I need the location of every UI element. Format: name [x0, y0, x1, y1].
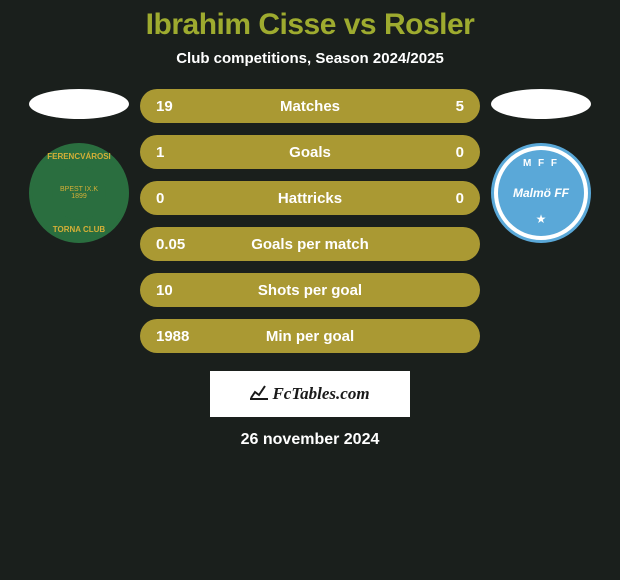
stat-left: 0: [156, 190, 196, 207]
stat-label: Goals per match: [251, 236, 369, 253]
date-text: 26 november 2024: [0, 431, 620, 449]
club-text-bot: TORNA CLUB: [53, 225, 105, 234]
club-name-text: Malmö FF: [513, 186, 569, 200]
club-badge-inner: BPEST IX.K 1899: [52, 166, 106, 220]
stat-row: 0.05 Goals per match: [140, 227, 480, 261]
player-photo-placeholder-right: [491, 89, 591, 119]
player-photo-placeholder-left: [29, 89, 129, 119]
content-row: FERENCVÁROSI BPEST IX.K 1899 TORNA CLUB …: [0, 89, 620, 353]
brand-text: FcTables.com: [272, 384, 369, 404]
brand-logo[interactable]: FcTables.com: [210, 371, 410, 417]
club-year: 1899: [71, 193, 87, 200]
stat-left: 1988: [156, 328, 196, 345]
page-title: Ibrahim Cisse vs Rosler: [0, 8, 620, 42]
stat-row: 1988 Min per goal: [140, 319, 480, 353]
stats-column: 19 Matches 5 1 Goals 0 0 Hattricks 0 0.0…: [140, 89, 480, 353]
club-inner-text: BPEST IX.K: [60, 186, 98, 193]
stat-label: Goals: [289, 144, 331, 161]
stat-row: 1 Goals 0: [140, 135, 480, 169]
club-text-top: FERENCVÁROSI: [47, 152, 111, 161]
stat-left: 19: [156, 98, 196, 115]
stat-left: 10: [156, 282, 196, 299]
stat-right: 5: [424, 98, 464, 115]
stat-right: 0: [424, 190, 464, 207]
chart-icon: [250, 383, 268, 406]
stat-row: 0 Hattricks 0: [140, 181, 480, 215]
comparison-card: Ibrahim Cisse vs Rosler Club competition…: [0, 0, 620, 449]
club-logo-right: M F F Malmö FF ★: [491, 143, 591, 243]
stat-label: Shots per goal: [258, 282, 362, 299]
stat-right: 0: [424, 144, 464, 161]
club-logo-left: FERENCVÁROSI BPEST IX.K 1899 TORNA CLUB: [29, 143, 129, 243]
club-badge-inner: M F F Malmö FF ★: [498, 150, 584, 236]
club-mff: M F F: [523, 158, 559, 169]
stat-row: 10 Shots per goal: [140, 273, 480, 307]
stat-label: Min per goal: [266, 328, 354, 345]
left-side: FERENCVÁROSI BPEST IX.K 1899 TORNA CLUB: [24, 89, 134, 243]
stat-label: Matches: [280, 98, 340, 115]
stat-left: 1: [156, 144, 196, 161]
right-side: M F F Malmö FF ★: [486, 89, 596, 243]
stat-left: 0.05: [156, 236, 196, 253]
stat-label: Hattricks: [278, 190, 342, 207]
stat-row: 19 Matches 5: [140, 89, 480, 123]
star-icon: ★: [536, 212, 547, 226]
page-subtitle: Club competitions, Season 2024/2025: [0, 50, 620, 67]
